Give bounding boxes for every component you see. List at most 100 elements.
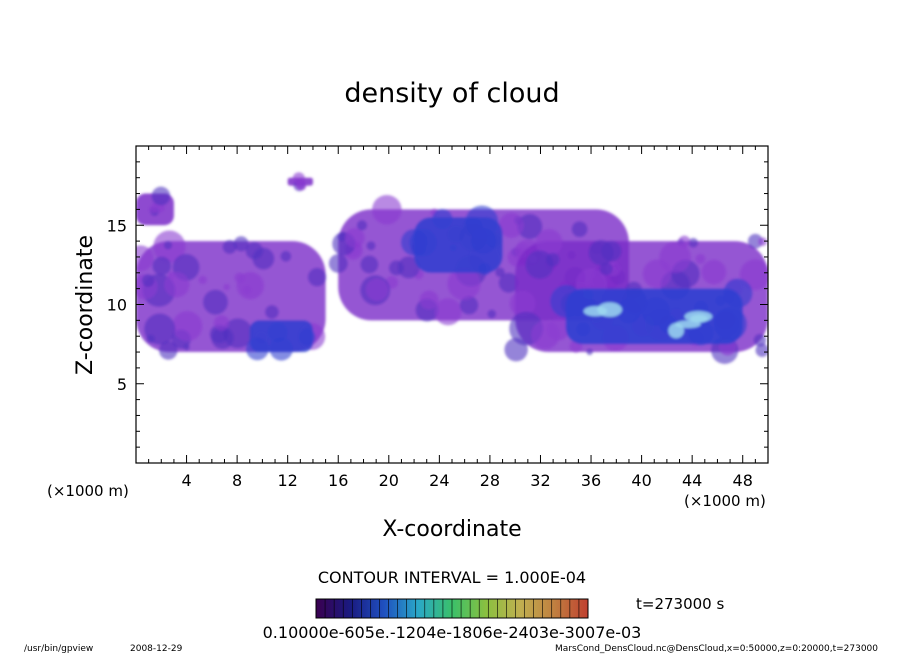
cloud-texture — [701, 259, 727, 285]
cloud-texture — [432, 208, 453, 229]
cloud-field — [136, 172, 768, 364]
cloud-texture — [397, 256, 420, 279]
cloud-texture — [447, 267, 481, 301]
cloud-texture — [280, 250, 292, 262]
colorbar-labels: 0.10000e-605e.-1204e-1806e-2403e-3007e-0… — [263, 623, 642, 642]
y-tick-label: 15 — [107, 216, 127, 235]
cloud-texture — [582, 289, 594, 301]
cloud-texture — [223, 318, 253, 349]
x-tick-label: 12 — [278, 471, 298, 490]
cloud-texture — [356, 220, 368, 231]
x-tick-label: 8 — [232, 471, 242, 490]
cloud-texture — [498, 212, 524, 238]
x-tick-label: 36 — [581, 471, 601, 490]
cloud-texture — [328, 254, 348, 273]
cloud-texture — [233, 236, 249, 252]
cloud-texture — [599, 262, 613, 276]
x-tick-label: 32 — [530, 471, 550, 490]
cloud-texture — [478, 262, 491, 276]
cloud-texture — [223, 283, 230, 291]
x-tick-label: 48 — [733, 471, 753, 490]
cloud-texture — [167, 271, 175, 279]
cloud-texture — [723, 292, 735, 304]
x-tick-label: 20 — [379, 471, 399, 490]
cloud-region — [245, 320, 316, 361]
cloud-texture — [360, 255, 379, 274]
cloud-texture — [265, 305, 279, 319]
x-tick-label: 16 — [328, 471, 348, 490]
cloud-texture — [535, 229, 563, 256]
cloud-texture — [755, 343, 768, 357]
cloud-texture — [365, 278, 389, 301]
cloud-texture — [245, 337, 269, 361]
footer-date: 2008-12-29 — [130, 644, 183, 654]
cloud-texture — [753, 334, 767, 347]
cloud-texture — [213, 315, 230, 331]
cloud-texture — [525, 250, 554, 279]
cloud-texture — [372, 194, 402, 225]
cloud-texture — [164, 272, 190, 298]
cloud-texture — [141, 274, 155, 287]
cloud-texture — [419, 290, 439, 310]
cloud-texture — [695, 254, 706, 264]
cloud-texture — [641, 297, 671, 326]
chart-title: density of cloud — [344, 78, 559, 109]
cloud-texture — [747, 233, 763, 249]
cloud-texture — [222, 239, 237, 254]
cloud-texture — [366, 241, 376, 251]
cloud-texture — [245, 242, 263, 260]
cloud-texture — [450, 244, 457, 252]
cloud-texture — [198, 275, 207, 285]
x-axis-label: X-coordinate — [382, 517, 521, 542]
cloud-texture — [659, 241, 691, 274]
cloud-texture — [236, 272, 264, 300]
cloud-peak — [684, 311, 713, 323]
cloud-texture — [495, 267, 505, 278]
cloud-texture — [400, 229, 428, 256]
cloud-texture — [498, 272, 519, 293]
cloud-region — [136, 186, 174, 226]
cloud-texture — [152, 256, 172, 276]
x-tick-label: 40 — [631, 471, 651, 490]
cloud-texture — [573, 307, 583, 317]
cloud-texture — [588, 240, 614, 266]
cloud-texture — [713, 307, 747, 341]
cloud-region — [136, 230, 327, 360]
cloud-texture — [715, 295, 726, 306]
y-tick-label: 5 — [117, 375, 127, 394]
cloud-texture — [487, 309, 497, 319]
cloud-texture — [571, 221, 588, 238]
cloud-texture — [758, 237, 768, 247]
x-tick-label: 4 — [181, 471, 191, 490]
cloud-texture — [267, 322, 288, 343]
time-label: t=273000 s — [636, 595, 724, 613]
y-axis-label: Z-coordinate — [73, 235, 98, 375]
x-unit-right: (×1000 m) — [684, 492, 766, 510]
y-axis-tick-labels: 5 10 15 — [107, 216, 127, 394]
cloud-peak — [597, 302, 623, 317]
cloud-texture — [269, 337, 293, 361]
y-axis-ticks — [136, 161, 768, 448]
cloud-texture — [163, 241, 173, 250]
cloud-texture — [298, 328, 316, 346]
cloud-texture — [688, 237, 699, 248]
footer-source: MarsCond_DensCloud.nc@DensCloud,x=0:5000… — [555, 644, 878, 654]
cloud-region — [287, 172, 313, 192]
colorbar-ticks — [315, 599, 589, 618]
x-tick-label: 44 — [682, 471, 702, 490]
y-tick-label: 10 — [107, 296, 127, 315]
cloud-texture — [434, 298, 462, 326]
cloud-texture — [465, 205, 499, 239]
cloud-texture — [531, 320, 560, 350]
cloud-texture — [203, 289, 228, 315]
cloud-region — [550, 278, 753, 346]
cloud-texture — [242, 285, 252, 295]
cloud-texture — [146, 334, 155, 344]
x-unit-left: (×1000 m) — [47, 482, 129, 500]
cloud-texture — [576, 322, 590, 337]
cloud-peak — [675, 320, 701, 329]
cloud-texture — [509, 290, 536, 317]
cloud-texture — [292, 172, 305, 185]
cloud-texture — [586, 348, 593, 356]
